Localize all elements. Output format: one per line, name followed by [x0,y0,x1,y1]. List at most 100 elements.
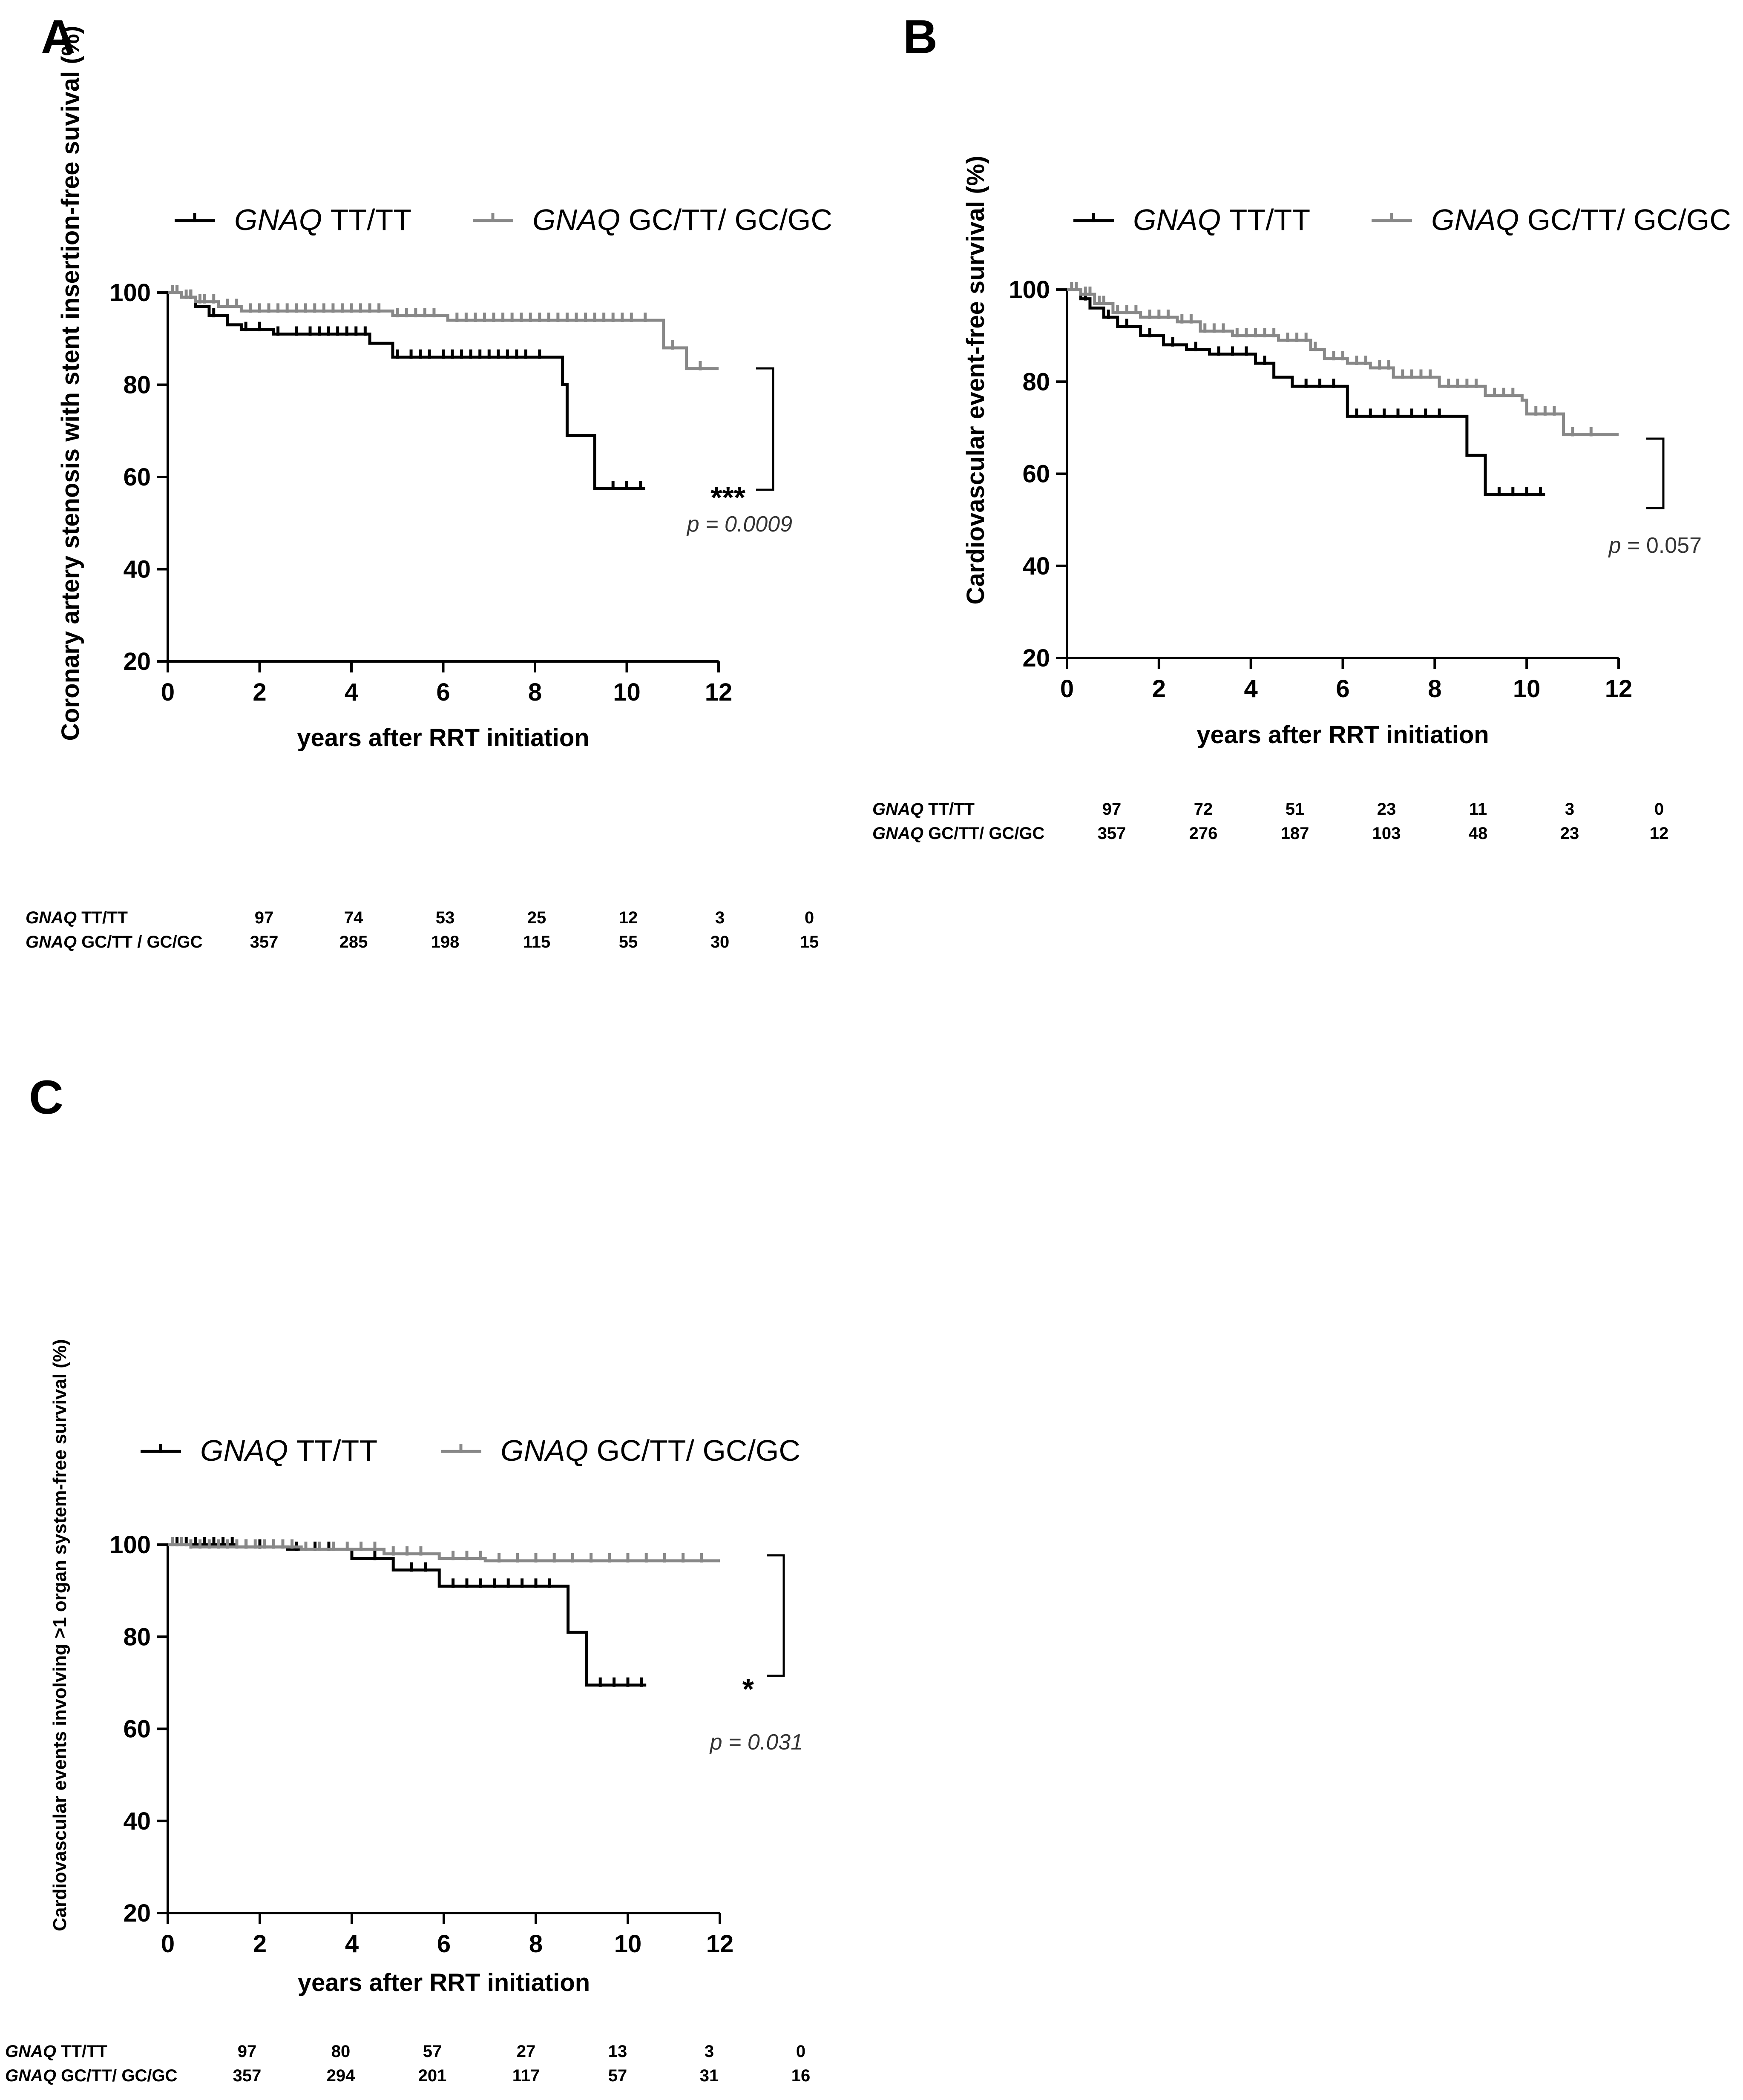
y-axis-title: Coronary artery stenosis with stent inse… [57,26,84,741]
x-tick-label: 6 [1336,675,1349,703]
risk-count: 3 [705,2042,714,2061]
risk-count: 276 [1189,824,1218,843]
panel-letter: B [903,10,938,63]
y-tick-label: 40 [1022,552,1050,580]
x-tick-label: 12 [705,678,733,706]
legend-label: GNAQ TT/TT [234,203,411,236]
legend-entry: GNAQ GC/TT/ GC/GC [473,203,832,236]
x-tick-label: 6 [437,1930,451,1958]
x-tick-label: 2 [1152,675,1166,703]
significance-bracket [756,367,774,491]
series-gc-group [1067,282,1619,437]
y-tick-label: 100 [109,1531,151,1559]
y-tick-label: 80 [123,1623,151,1651]
x-tick-label: 4 [345,1930,359,1958]
panel-a: A 0 2 4 6 8 10 12 20 40 60 80 100 years after RRT ini… [26,10,832,951]
risk-count: 3 [715,908,725,927]
risk-count: 12 [1650,824,1669,843]
x-axis-title: years after RRT initiation [298,1969,590,1997]
y-tick-label: 40 [123,556,151,583]
risk-count: 13 [608,2042,627,2061]
series-gc-group [168,285,719,371]
y-axis-title: Cardiovascular events involving >1 organ… [49,1339,70,1931]
risk-count: 97 [1102,800,1122,819]
risk-count: 115 [523,933,551,951]
x-tick-label: 6 [436,678,450,706]
risk-row-label: GNAQ GC/TT / GC/GC [26,933,203,951]
y-tick-label: 60 [1022,460,1050,488]
risk-row: GNAQ TT/TT 97 74 53 25 12 3 0 [26,908,814,927]
risk-count: 16 [791,2066,811,2085]
risk-count: 55 [619,933,638,951]
risk-row: GNAQ GC/TT / GC/GC 357 285 198 115 55 30 15 [26,933,819,951]
x-tick-label: 4 [345,678,358,706]
risk-count: 97 [238,2042,257,2061]
significance-stars: *** [710,481,745,514]
risk-count: 23 [1560,824,1579,843]
panel-letter: A [41,10,75,63]
risk-row-label: GNAQ GC/TT/ GC/GC [5,2066,177,2085]
risk-count: 25 [527,908,546,927]
x-tick-label: 0 [161,678,175,706]
risk-row: GNAQ GC/TT/ GC/GC 357 276 187 103 48 23 12 [872,824,1668,843]
x-axis-title: years after RRT initiation [297,724,589,752]
risk-count: 294 [327,2066,355,2085]
x-tick-label: 10 [613,678,641,706]
risk-count: 187 [1281,824,1309,843]
risk-count: 74 [344,908,363,927]
risk-count: 357 [250,933,279,951]
y-tick-label: 80 [123,371,151,399]
x-tick-label: 10 [1513,675,1541,703]
risk-count: 31 [700,2066,719,2085]
y-tick-label: 20 [123,648,151,675]
x-tick-label: 10 [614,1930,642,1958]
risk-row-label: GNAQ TT/TT [5,2042,107,2061]
x-tick-label: 0 [161,1930,175,1958]
legend-label: GNAQ TT/TT [200,1434,377,1467]
risk-count: 117 [512,2066,540,2085]
legend-entry: GNAQ TT/TT [141,1434,377,1467]
survival-curve [168,1543,720,1563]
risk-count: 285 [339,933,368,951]
x-tick-label: 12 [1605,675,1633,703]
risk-row: GNAQ GC/TT/ GC/GC 357 294 201 117 57 31 16 [5,2066,810,2085]
survival-curve [168,1543,647,1687]
risk-count: 103 [1372,824,1401,843]
risk-count: 0 [796,2042,805,2061]
x-tick-label: 12 [706,1930,734,1958]
p-value: p = 0.031 [709,1730,803,1755]
x-tick-label: 8 [529,1930,543,1958]
x-tick-label: 8 [528,678,542,706]
p-value: p = 0.057 [1608,533,1702,558]
risk-count: 72 [1194,800,1213,819]
risk-count: 15 [800,933,819,951]
legend-entry: GNAQ TT/TT [175,203,411,236]
y-tick-label: 100 [109,279,151,307]
legend-label: GNAQ GC/TT/ GC/GC [500,1434,800,1467]
legend-entry: GNAQ GC/TT/ GC/GC [1372,203,1731,236]
risk-count: 357 [1098,824,1126,843]
risk-count: 30 [710,933,730,951]
legend-entry: GNAQ TT/TT [1073,203,1310,236]
series-tt-tt [168,285,645,491]
series-gc-group [168,1537,720,1563]
y-tick-label: 20 [1022,644,1050,672]
risk-row: GNAQ TT/TT 97 80 57 27 13 3 0 [5,2042,805,2061]
risk-count: 48 [1469,824,1488,843]
p-value: p = 0.0009 [686,512,792,537]
panel-letter: C [29,1071,63,1124]
risk-row: GNAQ TT/TT 97 72 51 23 11 3 0 [872,800,1664,819]
significance-bracket [767,1554,785,1677]
risk-count: 0 [805,908,814,927]
risk-count: 97 [255,908,274,927]
series-tt-tt [1067,288,1545,497]
legend-label: GNAQ GC/TT/ GC/GC [1431,203,1731,236]
significance-stars: * [742,1672,754,1706]
y-tick-label: 40 [123,1807,151,1835]
x-tick-label: 0 [1060,675,1074,703]
risk-count: 27 [517,2042,536,2061]
y-tick-label: 60 [123,463,151,491]
risk-row-label: GNAQ TT/TT [872,800,975,819]
risk-count: 201 [418,2066,447,2085]
y-tick-label: 60 [123,1715,151,1743]
